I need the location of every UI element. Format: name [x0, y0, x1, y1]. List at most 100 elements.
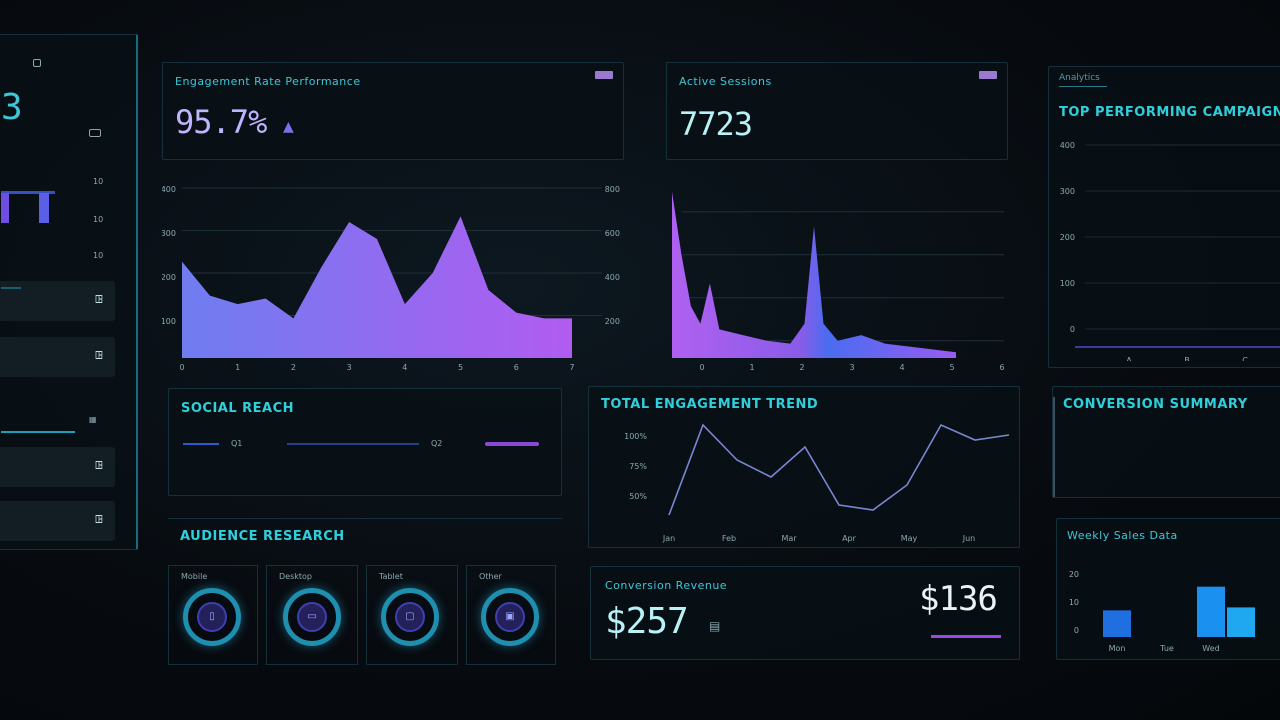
cloud-icon[interactable]: [89, 129, 101, 137]
spike-area-svg: 0 1 2 3 4 5 6: [672, 191, 1005, 372]
social-reach-label-1: Q1: [231, 439, 243, 448]
weekly-y-tick: 20: [1069, 570, 1079, 579]
audience-research-panel: AUDIENCE RESEARCH Mobile ▯ Desktop ▭ Tab…: [168, 518, 562, 668]
revenue-chart-icon: ▤: [709, 619, 721, 633]
spike-x-tick: 0: [699, 363, 704, 372]
weekly-sales-svg: 20 10 0 Mon Tue Wed: [1069, 570, 1255, 653]
ring-card-2[interactable]: Desktop ▭: [266, 565, 358, 665]
ring-gauge-1: ▯: [183, 588, 241, 646]
kpi-menu-icon[interactable]: [595, 71, 613, 79]
purple-y-tick: 400: [162, 185, 176, 194]
conversion-summary-title: CONVERSION SUMMARY: [1063, 397, 1248, 412]
engagement-y-tick: 50%: [629, 492, 647, 501]
kpi-sessions-panel: Active Sessions 7723: [666, 62, 1008, 160]
campaign-y-tick: 400: [1060, 141, 1075, 150]
top-campaigns-tab[interactable]: Analytics: [1059, 73, 1107, 87]
revenue-underline: [931, 635, 1001, 638]
sidebar-item-value: ꖸ: [94, 513, 103, 526]
sidebar-progress: [1, 431, 75, 433]
weekly-y-tick: 0: [1074, 626, 1079, 635]
ring-label-1: Mobile: [181, 572, 208, 581]
top-campaigns-panel: Analytics TOP PERFORMING CAMPAIGNS 400 30…: [1048, 66, 1280, 368]
spike-x-tick: 3: [849, 363, 854, 372]
engagement-x-tick: Jun: [962, 534, 976, 543]
kpi-sessions-value: 7723: [679, 105, 753, 143]
purple-x-tick: 0: [179, 363, 184, 372]
weekly-x-tick: Mon: [1109, 644, 1126, 653]
campaign-x-tick: B: [1184, 356, 1190, 361]
ring-label-2: Desktop: [279, 572, 312, 581]
spike-x-tick: 4: [899, 363, 904, 372]
purple-y-tick: 100: [162, 317, 176, 326]
kpi-sessions-title: Active Sessions: [679, 75, 772, 88]
social-reach-title: SOCIAL REACH: [181, 401, 295, 416]
ring-card-1[interactable]: Mobile ▯: [168, 565, 258, 665]
spike-x-tick: 5: [949, 363, 954, 372]
sidebar-tick-1: 10: [93, 177, 104, 186]
sidebar-item-1[interactable]: ꖸ: [0, 281, 115, 321]
left-sidebar: 3 10 10 10 ꖸ ꖸ ▦ ꖸ ꖸ: [0, 34, 138, 550]
purple-area-svg: 400 300 200 100 800 600 400 200 0 1 2 3 4 5 6 7: [161, 185, 620, 372]
social-reach-track-3: [485, 442, 539, 446]
campaign-x-tick: C: [1242, 356, 1248, 361]
purple-right-tick: 200: [605, 317, 620, 326]
engagement-x-tick: Mar: [781, 534, 797, 543]
top-campaigns-title: TOP PERFORMING CAMPAIGNS: [1059, 105, 1280, 120]
engagement-trend-panel: TOTAL ENGAGEMENT TREND 100% 75% 50% Jan Feb M…: [588, 386, 1020, 548]
kpi-engagement-panel: Engagement Rate Performance 95.7% ▲: [162, 62, 624, 160]
revenue-title: Conversion Revenue: [605, 579, 728, 592]
engagement-x-tick: Apr: [842, 534, 857, 543]
spike-x-tick: 6: [999, 363, 1004, 372]
revenue-side-value: $136: [919, 579, 998, 619]
engagement-x-tick: May: [901, 534, 918, 543]
purple-x-tick: 7: [569, 363, 574, 372]
kpi-engagement-value: 95.7%: [175, 103, 267, 141]
ring-card-3[interactable]: Tablet ▢: [366, 565, 458, 665]
sidebar-item-value: ꖸ: [94, 349, 103, 362]
purple-y-tick: 300: [162, 229, 176, 238]
ring-gauge-3: ▢: [381, 588, 439, 646]
device-icon: ▣: [495, 602, 525, 632]
weekly-sales-bar: [1197, 586, 1225, 637]
purple-right-tick: 800: [605, 185, 620, 194]
purple-x-tick: 5: [458, 363, 463, 372]
engagement-y-tick: 75%: [629, 462, 647, 471]
engagement-trend-title: TOTAL ENGAGEMENT TREND: [601, 397, 819, 412]
sidebar-tick-3: 10: [93, 251, 104, 260]
campaign-x-tick: A: [1126, 356, 1132, 361]
kpi-engagement-change: ▲: [283, 119, 294, 135]
spike-area-chart: 0 1 2 3 4 5 6: [666, 178, 1008, 378]
spike-x-tick: 2: [799, 363, 804, 372]
campaign-y-tick: 300: [1060, 187, 1075, 196]
revenue-value: $257: [605, 601, 689, 642]
revenue-panel: Conversion Revenue $257 ▤ $136: [590, 566, 1020, 660]
social-reach-label-2: Q2: [431, 439, 443, 448]
social-reach-track-2: [287, 443, 419, 445]
ring-gauge-2: ▭: [283, 588, 341, 646]
sidebar-item-3[interactable]: ꖸ: [0, 447, 115, 487]
purple-x-tick: 6: [514, 363, 519, 372]
purple-x-tick: 2: [291, 363, 296, 372]
purple-right-tick: 400: [605, 273, 620, 282]
weekly-sales-bar: [1227, 607, 1255, 637]
engagement-y-tick: 100%: [624, 432, 647, 441]
weekly-y-tick: 10: [1069, 598, 1079, 607]
sidebar-item-4[interactable]: ꖸ: [0, 501, 115, 541]
weekly-x-tick: Wed: [1202, 644, 1219, 653]
spike-x-tick: 1: [749, 363, 754, 372]
sidebar-item-value: ꖸ: [94, 293, 103, 306]
campaign-y-tick: 0: [1070, 325, 1075, 334]
ring-gauge-4: ▣: [481, 588, 539, 646]
ring-card-4[interactable]: Other ▣: [466, 565, 556, 665]
purple-x-tick: 1: [235, 363, 240, 372]
sidebar-tick-4: ▦: [89, 415, 97, 424]
campaign-y-tick: 100: [1060, 279, 1075, 288]
social-reach-panel: SOCIAL REACH Q1 Q2: [168, 388, 562, 496]
sidebar-tag: [33, 59, 41, 67]
sidebar-mini-chart: [1, 185, 55, 225]
sidebar-item-2[interactable]: ꖸ: [0, 337, 115, 377]
purple-x-tick: 3: [347, 363, 352, 372]
kpi-engagement-title: Engagement Rate Performance: [175, 75, 361, 88]
kpi-sessions-menu-icon[interactable]: [979, 71, 997, 79]
purple-area-series: [182, 216, 572, 358]
